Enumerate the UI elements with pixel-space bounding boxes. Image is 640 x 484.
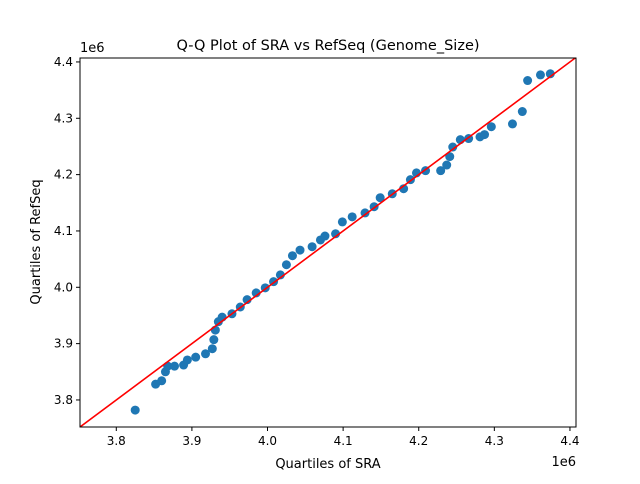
x-axis-ticks: 3.8 3.9 4.0 4.1 4.2 4.3 4.4 [107, 427, 579, 448]
data-point [307, 242, 317, 252]
data-point [507, 119, 517, 129]
data-point [448, 142, 458, 152]
data-point [486, 122, 496, 132]
x-axis-label: Quartiles of SRA [275, 457, 380, 472]
data-point [399, 184, 409, 194]
data-point [251, 288, 261, 298]
data-point [337, 217, 347, 227]
x-tick-label: 4.2 [409, 434, 428, 448]
data-point [523, 76, 533, 86]
y-tick-label: 4.3 [54, 111, 73, 125]
y-tick-label: 4.2 [54, 168, 73, 182]
data-point [445, 152, 455, 162]
data-point [281, 260, 291, 270]
y-tick-label: 3.9 [54, 337, 73, 351]
x-tick-label: 3.8 [107, 434, 126, 448]
data-point [480, 130, 490, 140]
data-point [375, 193, 385, 203]
data-point [242, 295, 252, 305]
data-point [331, 229, 341, 239]
data-point [287, 251, 297, 261]
data-point [320, 231, 330, 241]
x-tick-label: 3.9 [182, 434, 201, 448]
x-tick-label: 4.0 [258, 434, 277, 448]
y-axis-ticks: 3.8 3.9 4.0 4.1 4.2 4.3 4.4 [54, 55, 80, 407]
data-point [360, 208, 370, 218]
data-point [545, 69, 555, 79]
x-tick-label: 4.1 [334, 434, 353, 448]
reference-line [80, 58, 576, 427]
data-point [347, 212, 357, 222]
data-point [201, 349, 211, 359]
data-point [209, 335, 219, 345]
data-point [191, 352, 201, 362]
data-point [170, 361, 180, 371]
y-tick-label: 4.1 [54, 224, 73, 238]
chart-title: Q-Q Plot of SRA vs RefSeq (Genome_Size) [176, 38, 479, 54]
data-points [80, 58, 576, 427]
x-offset-label: 1e6 [551, 455, 576, 470]
axes-frame [79, 57, 577, 428]
x-tick-label: 4.4 [560, 434, 579, 448]
data-point [182, 355, 192, 365]
x-tick-label: 4.3 [485, 434, 504, 448]
data-point [535, 70, 545, 80]
data-point [130, 405, 140, 415]
data-point [275, 270, 285, 280]
data-point [295, 245, 305, 255]
data-point [436, 166, 446, 176]
y-tick-label: 3.8 [54, 393, 73, 407]
y-tick-label: 4.0 [54, 280, 73, 294]
data-point [207, 344, 217, 354]
data-point [517, 107, 527, 117]
y-axis-label: Quartiles of RefSeq [29, 179, 44, 304]
y-tick-label: 4.4 [54, 55, 73, 69]
data-point [442, 160, 452, 170]
data-point [157, 376, 167, 386]
y-offset-label: 1e6 [80, 41, 105, 56]
